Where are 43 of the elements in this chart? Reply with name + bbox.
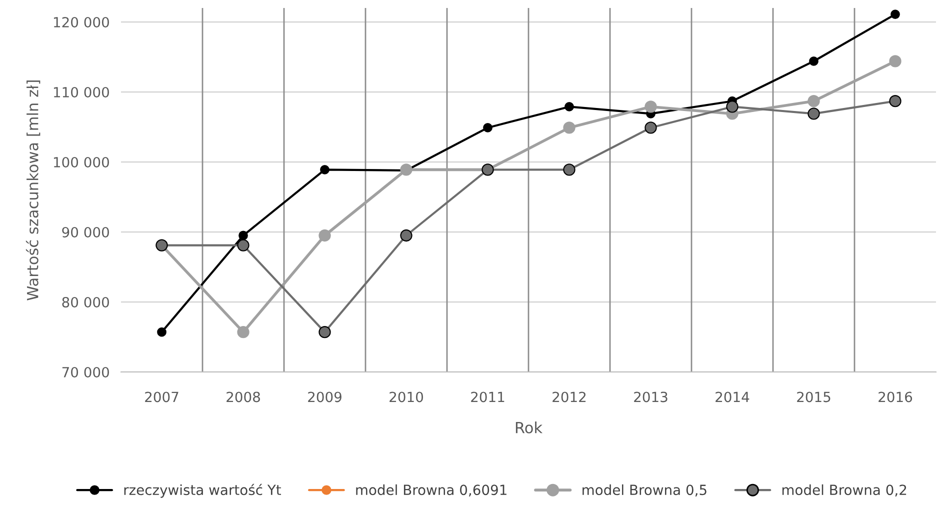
- x-tick-label: 2016: [878, 392, 912, 402]
- x-tick-label: 2013: [634, 392, 668, 402]
- x-tick-label: 2008: [226, 392, 260, 402]
- legend-label: model Browna 0,5: [582, 484, 706, 497]
- y-tick-label: 80 000: [62, 296, 109, 308]
- x-tick-label: 2009: [308, 392, 342, 402]
- x-tick-label: 2014: [716, 392, 750, 402]
- y-axis-title: Wartość szacunkowa [mln zł]: [26, 80, 40, 300]
- point: [318, 229, 331, 242]
- y-tick-label: 70 000: [62, 366, 109, 378]
- point: [808, 95, 820, 108]
- point: [889, 95, 902, 108]
- x-axis-title: Rok: [516, 422, 543, 434]
- x-tick-label: 2010: [390, 392, 423, 402]
- x-tick-label: 2012: [552, 392, 586, 402]
- legend-label: model Browna 0,6091: [356, 484, 506, 497]
- point: [563, 122, 576, 134]
- x-tick-label: 2007: [145, 392, 178, 402]
- point: [563, 164, 576, 176]
- point: [809, 56, 818, 66]
- point: [483, 123, 492, 132]
- point: [238, 230, 248, 240]
- point: [726, 100, 738, 113]
- point: [564, 102, 574, 112]
- point: [644, 122, 657, 134]
- point: [237, 326, 250, 338]
- point: [157, 327, 166, 337]
- point: [320, 165, 330, 174]
- x-tick-label: 2015: [797, 392, 830, 402]
- y-tick-label: 90 000: [62, 226, 109, 238]
- x-tick-label: 2011: [471, 392, 504, 402]
- y-tick-label: 110 000: [54, 86, 109, 98]
- point: [318, 326, 331, 338]
- point: [237, 239, 250, 252]
- point: [890, 10, 900, 19]
- point: [889, 55, 902, 68]
- point: [400, 229, 412, 242]
- legend-label: rzeczywista wartość Yt: [124, 484, 281, 498]
- y-tick-label: 100 000: [54, 156, 109, 168]
- legend-label: model Browna 0,2: [782, 484, 906, 497]
- y-tick-label: 120 000: [54, 16, 109, 28]
- point: [644, 100, 657, 113]
- point: [808, 108, 820, 120]
